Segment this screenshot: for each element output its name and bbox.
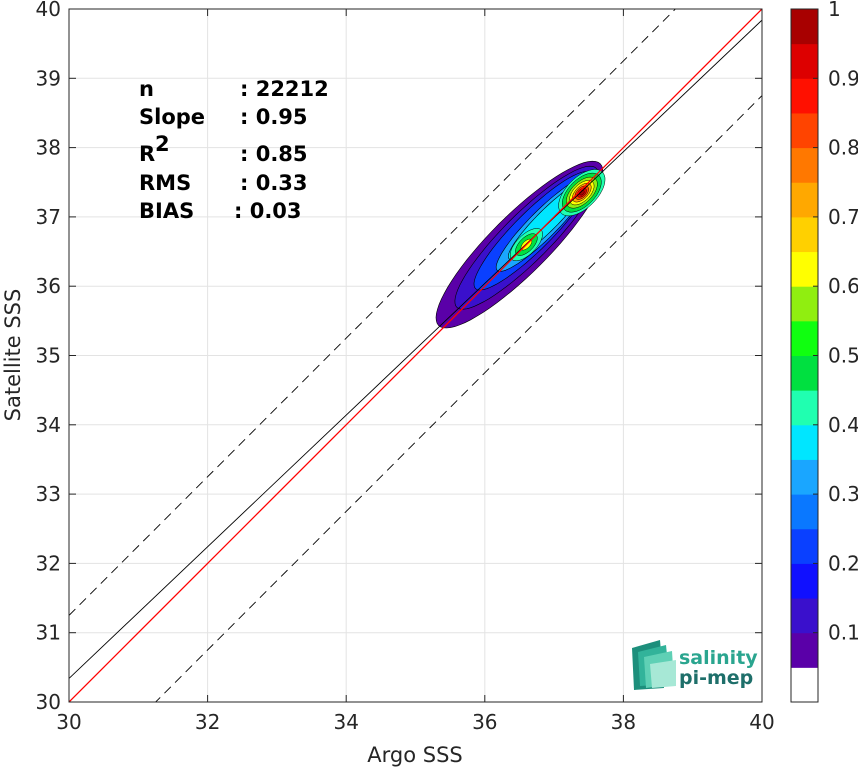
- colorbar-tick-label: 0.3: [828, 482, 858, 506]
- colorbar-segment: [791, 355, 818, 391]
- stat-value: : 0.95: [240, 105, 308, 129]
- colorbar-segment: [791, 667, 818, 703]
- waves-icon: [632, 640, 676, 690]
- colorbar-segment: [791, 147, 818, 183]
- colorbar-segment: [791, 494, 818, 530]
- colorbar-segment: [791, 424, 818, 460]
- x-tick-label: 38: [611, 710, 636, 734]
- colorbar-tick-label: 0.6: [828, 274, 858, 298]
- colorbar-tick-label: 1: [828, 0, 841, 21]
- fit-line: [69, 19, 762, 679]
- stat-label-superscript: 2: [155, 132, 170, 156]
- colorbar-segment: [791, 78, 818, 114]
- colorbar-segment: [791, 286, 818, 322]
- colorbar-segment: [791, 632, 818, 668]
- colorbar-tick-label: 0.9: [828, 66, 858, 90]
- y-tick-label: 39: [36, 66, 61, 90]
- x-tick-label: 34: [333, 710, 358, 734]
- y-tick-label: 33: [36, 482, 61, 506]
- x-tick-label: 30: [56, 710, 81, 734]
- colorbar-segment: [791, 182, 818, 218]
- stat-label: n: [139, 77, 154, 101]
- y-tick-label: 38: [36, 136, 61, 160]
- colorbar-segment: [791, 216, 818, 253]
- x-axis-ticks: 30 32 34 36 38 40: [56, 9, 775, 734]
- colorbar-segment: [791, 390, 818, 426]
- x-axis-label: Argo SSS: [367, 743, 462, 767]
- y-tick-label: 30: [36, 690, 61, 714]
- stat-label: BIAS: [139, 199, 194, 223]
- y-tick-label: 36: [36, 274, 61, 298]
- upper-dashed-line: [69, 9, 677, 616]
- stat-value: : 0.03: [234, 199, 302, 223]
- y-tick-label: 35: [36, 344, 61, 368]
- logo-line2: pi-mep: [679, 667, 753, 689]
- stat-value: : 0.85: [240, 142, 308, 166]
- x-tick-label: 36: [472, 710, 497, 734]
- x-tick-label: 40: [749, 710, 774, 734]
- colorbar-segment: [791, 528, 818, 564]
- colorbar-segment: [791, 43, 818, 79]
- reference-lines: [69, 9, 762, 702]
- colorbar-tick-label: 0.5: [828, 344, 858, 368]
- logo-line1: salinity: [679, 647, 758, 669]
- colorbar-tick-label: 0.7: [828, 205, 858, 229]
- y-tick-label: 32: [36, 551, 61, 575]
- colorbar-segment: [791, 459, 818, 495]
- statistics-box: n : 22212 Slope : 0.95 R 2 : 0.85 RMS : 0.33 BIAS…: [139, 77, 329, 223]
- y-axis-ticks: 30 31 32 33 34 35 36 37 38 39 40: [36, 0, 762, 714]
- lower-dashed-line: [154, 95, 762, 702]
- colorbar-segment: [791, 598, 818, 634]
- y-tick-label: 40: [36, 0, 61, 21]
- colorbar-segment: [791, 112, 818, 149]
- salinity-pimep-logo: salinity pi-mep: [632, 640, 758, 690]
- stat-label: R: [139, 142, 155, 166]
- colorbar: 0.1 0.2 0.3 0.4 0.5 0.6 0.7 0.8 0.9 1: [790, 0, 858, 703]
- density-contours: [435, 160, 606, 329]
- colorbar-segment: [791, 251, 818, 287]
- y-tick-label: 37: [36, 205, 61, 229]
- colorbar-tick-label: 0.1: [828, 621, 858, 645]
- y-tick-label: 31: [36, 621, 61, 645]
- colorbar-segment: [791, 563, 818, 599]
- colorbar-tick-label: 0.4: [828, 413, 858, 437]
- y-axis-label: Satellite SSS: [1, 289, 25, 422]
- stat-value: : 22212: [240, 77, 329, 101]
- colorbar-segment: [791, 320, 818, 356]
- stat-label: Slope: [139, 105, 205, 129]
- stat-label: RMS: [139, 171, 191, 195]
- colorbar-segment: [791, 9, 818, 45]
- x-tick-label: 32: [195, 710, 220, 734]
- stat-value: : 0.33: [240, 171, 308, 195]
- colorbar-tick-label: 0.8: [828, 136, 858, 160]
- one-to-one-line: [69, 9, 762, 702]
- colorbar-tick-label: 0.2: [828, 551, 858, 575]
- y-tick-label: 34: [36, 413, 61, 437]
- grid-lines: [68, 8, 763, 703]
